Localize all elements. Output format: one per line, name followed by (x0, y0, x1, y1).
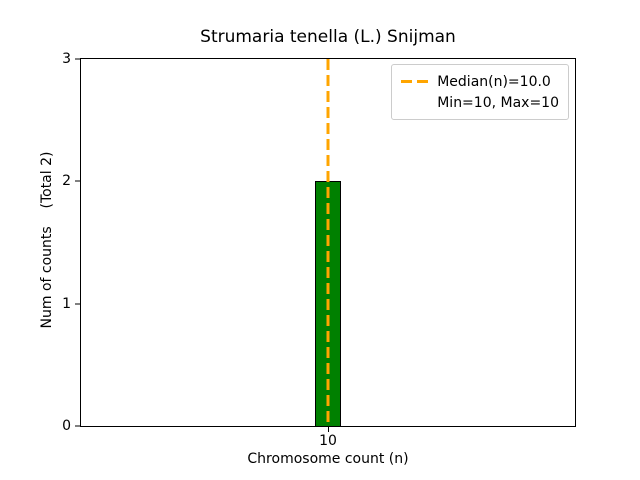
xtick-label: 10 (319, 433, 337, 449)
legend: Median(n)=10.0 Min=10, Max=10 (391, 64, 569, 120)
legend-label: Min=10, Max=10 (437, 94, 559, 111)
y-axis-label: Num of counts (Total 2) (39, 151, 55, 329)
ytick-mark (75, 425, 80, 427)
ytick-mark (75, 303, 80, 305)
legend-empty-handle (401, 101, 428, 104)
ytick-mark (75, 180, 80, 182)
median-line (326, 59, 330, 426)
plot-area: Median(n)=10.0 Min=10, Max=10 0 1 2 3 10 (62, 52, 576, 448)
ytick-label: 1 (62, 295, 71, 312)
x-axis-label: Chromosome count (n) (247, 451, 409, 467)
median-dash-icon (401, 80, 429, 83)
legend-entry: Min=10, Max=10 (401, 92, 559, 113)
legend-label: Median(n)=10.0 (437, 73, 551, 90)
ytick-label: 0 (62, 418, 71, 434)
ytick-mark (75, 58, 80, 60)
chart-title: Strumaria tenella (L.) Snijman (200, 27, 456, 47)
xtick-mark (328, 427, 329, 432)
legend-entry: Median(n)=10.0 (401, 71, 559, 92)
ytick-label: 2 (62, 173, 71, 190)
ytick-label: 3 (62, 51, 71, 67)
